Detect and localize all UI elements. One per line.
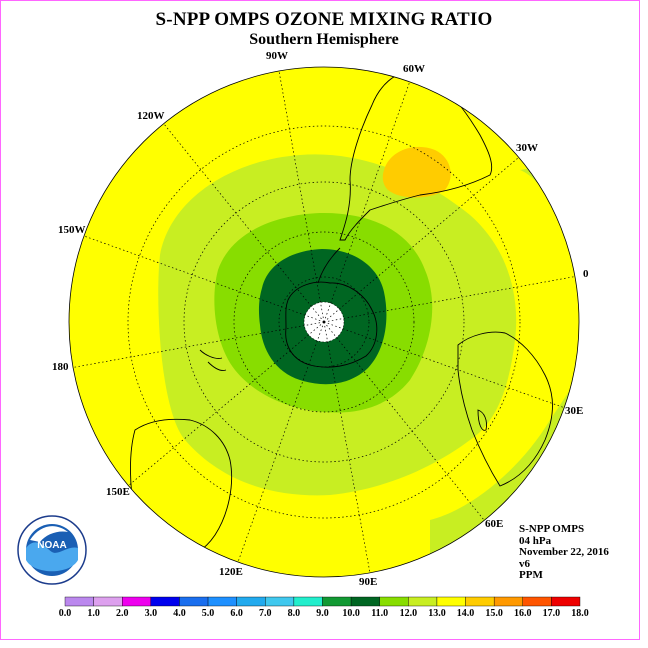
colorbar-tick-label: 17.0 <box>542 608 561 619</box>
colorbar-swatch <box>150 596 180 607</box>
colorbar-tick-label: 9.0 <box>316 608 329 619</box>
colorbar-tick-label: 5.0 <box>201 608 215 619</box>
info-units: PPM <box>519 569 543 581</box>
colorbar-tick-label: 13.0 <box>428 608 446 619</box>
lon-label-0: 0 <box>583 268 589 280</box>
colorbar-tick-label: 16.0 <box>514 608 532 619</box>
ozone-contour-orange <box>382 146 451 198</box>
colorbar-tick-label: 15.0 <box>485 608 503 619</box>
lon-label-90e: 90E <box>359 576 378 588</box>
info-date: November 22, 2016 <box>519 546 609 558</box>
colorbar-tick-label: 10.0 <box>342 608 360 619</box>
colorbar-swatch <box>522 596 552 607</box>
noaa-logo-text: NOAA <box>37 540 66 551</box>
colorbar-tick-label: 0.0 <box>58 608 72 619</box>
colorbar <box>64 596 581 607</box>
colorbar-swatch <box>93 596 123 607</box>
colorbar-swatch <box>64 596 94 607</box>
colorbar-swatch <box>122 596 152 607</box>
colorbar-swatch <box>265 596 295 607</box>
info-version: v6 <box>519 557 530 570</box>
colorbar-swatch <box>350 596 380 607</box>
lon-label-120e: 120E <box>219 566 243 578</box>
colorbar-tick-label: 2.0 <box>115 608 129 619</box>
noaa-logo: NOAA <box>17 515 87 585</box>
colorbar-tick-label: 18.0 <box>571 608 589 619</box>
colorbar-tick-label: 14.0 <box>456 608 475 619</box>
map-boundary <box>68 66 580 578</box>
lon-label-60w: 60W <box>403 63 425 75</box>
lon-label-180: 180 <box>52 361 69 373</box>
colorbar-tick-label: 11.0 <box>371 608 389 619</box>
lon-label-120w: 120W <box>137 110 165 122</box>
lon-label-90w: 90W <box>266 50 288 62</box>
lon-label-150e: 150E <box>106 486 130 498</box>
colorbar-tick-label: 8.0 <box>287 608 301 619</box>
info-level: 04 hPa <box>519 534 552 547</box>
colorbar-swatch <box>322 596 352 607</box>
colorbar-swatch <box>293 596 323 607</box>
colorbar-swatch <box>179 596 209 607</box>
colorbar-swatch <box>551 596 581 607</box>
lon-label-60e: 60E <box>485 518 504 530</box>
latitude-circles <box>127 125 521 519</box>
colorbar-swatch <box>493 596 523 607</box>
colorbar-tick-label: 7.0 <box>259 608 272 619</box>
colorbar-tick-label: 4.0 <box>173 608 186 619</box>
lon-label-150w: 150W <box>58 224 86 236</box>
colorbar-swatch <box>408 596 438 607</box>
colorbar-swatch <box>236 596 266 607</box>
colorbar-swatch <box>379 596 409 607</box>
info-instrument: S-NPP OMPS <box>519 523 585 535</box>
colorbar-tick-label: 12.0 <box>399 608 418 619</box>
plot-frame <box>0 0 640 640</box>
colorbar-swatch <box>207 596 237 607</box>
colorbar-tick-label: 1.0 <box>87 608 100 619</box>
map-title: S-NPP OMPS OZONE MIXING RATIO <box>155 9 493 30</box>
colorbar-swatch <box>465 596 495 607</box>
meridian-lines <box>69 70 579 574</box>
map-subtitle: Southern Hemisphere <box>249 31 399 48</box>
colorbar-tick-label: 6.0 <box>230 608 243 619</box>
colorbar-swatch <box>436 596 466 607</box>
lon-label-30w: 30W <box>516 142 538 154</box>
lon-label-30e: 30E <box>565 405 584 417</box>
info-block: S-NPP OMPS 04 hPa November 22, 2016 v6 P… <box>519 523 609 582</box>
ozone-contour-light-green-southeast <box>430 390 575 560</box>
colorbar-tick-label: 3.0 <box>144 608 158 619</box>
